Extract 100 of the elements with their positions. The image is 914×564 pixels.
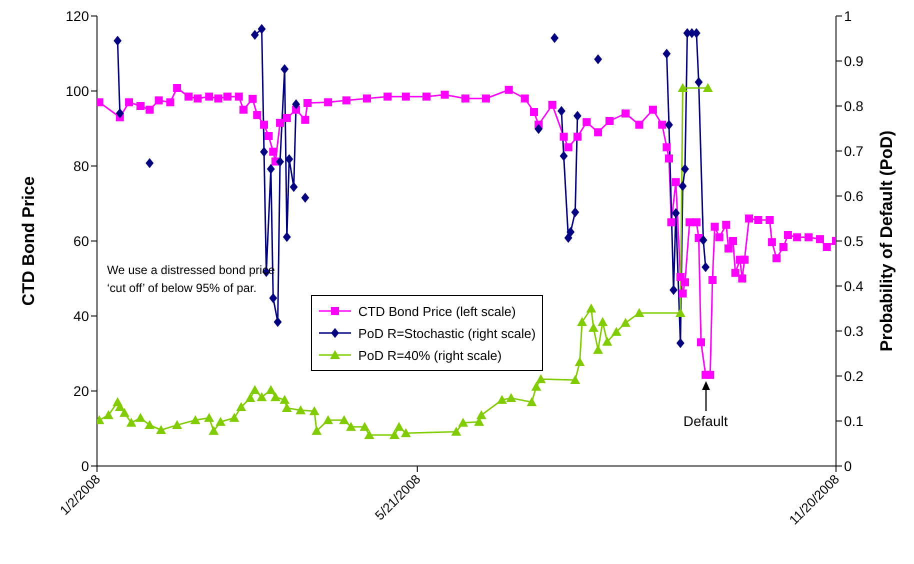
point [611, 326, 622, 336]
point [280, 394, 290, 404]
point [536, 374, 546, 384]
point [550, 33, 559, 44]
y-tick-label: 40 [73, 308, 90, 324]
point [389, 430, 400, 439]
legend-label: PoD R=40% (right scale) [358, 348, 502, 362]
point [570, 375, 580, 384]
point [702, 262, 710, 272]
point [135, 412, 146, 422]
y2-tick-label: 0.6 [844, 188, 864, 204]
point [675, 308, 686, 317]
point [236, 402, 246, 412]
point [678, 181, 687, 192]
point [280, 64, 289, 74]
point [258, 24, 266, 34]
point [564, 232, 572, 243]
point [566, 227, 575, 237]
point [229, 412, 240, 422]
point [458, 418, 468, 427]
y2-tick-label: 0.4 [844, 278, 864, 294]
point [146, 158, 154, 168]
point [292, 99, 300, 110]
point [256, 392, 267, 402]
point [451, 426, 462, 436]
point [274, 317, 282, 327]
point [672, 208, 680, 218]
point [699, 235, 708, 246]
y2-tick-label: 0.9 [844, 52, 864, 69]
point [702, 83, 713, 92]
point [190, 415, 200, 424]
point [586, 304, 596, 312]
point [598, 317, 608, 326]
point [364, 430, 374, 439]
point [119, 408, 130, 417]
y-tick-label: 100 [66, 82, 90, 99]
legend-label: CTD Bond Price (left scale) [358, 304, 516, 318]
point [680, 164, 689, 174]
y-tick-label: 0 [81, 458, 90, 474]
y2-tick-label: 0.3 [844, 322, 864, 339]
point [573, 110, 582, 121]
point [290, 182, 298, 192]
point [245, 393, 256, 402]
point [323, 415, 334, 424]
point [270, 392, 280, 402]
point [346, 422, 356, 431]
point [204, 412, 214, 422]
point [250, 384, 260, 394]
legend-label: PoD R=Stochastic (right scale) [358, 326, 536, 340]
point [126, 418, 136, 427]
point [266, 164, 275, 174]
point [282, 232, 291, 242]
point [476, 410, 486, 420]
point [557, 106, 566, 116]
y2-tick-label: 0.8 [844, 98, 864, 114]
point [360, 422, 370, 431]
point [216, 416, 226, 426]
point [266, 384, 276, 394]
point [156, 425, 166, 434]
point [588, 322, 598, 332]
y-tick-label: 20 [73, 382, 90, 399]
point [670, 285, 678, 296]
point [574, 357, 585, 366]
point [394, 422, 404, 431]
point [312, 426, 322, 435]
y2-tick-label: 0.2 [844, 368, 864, 384]
point [676, 338, 684, 348]
point [250, 30, 259, 40]
y2-tick-label: 1 [844, 8, 852, 24]
point [296, 405, 306, 414]
point [602, 336, 612, 346]
point [269, 293, 278, 304]
point [662, 48, 671, 59]
point [309, 406, 320, 416]
point [172, 420, 182, 430]
point [571, 207, 580, 218]
point [506, 393, 516, 402]
point [678, 83, 688, 92]
point [116, 108, 124, 118]
point [301, 192, 310, 203]
point [664, 120, 673, 130]
point [208, 426, 219, 435]
point [694, 77, 703, 88]
point [534, 124, 543, 134]
annotation: Default [682, 412, 729, 429]
point [620, 318, 631, 327]
point [339, 415, 350, 424]
point [577, 317, 588, 326]
point [114, 36, 122, 46]
point [285, 154, 294, 164]
y2-tick-label: 0.1 [844, 412, 864, 429]
point [634, 308, 644, 317]
y2-tick-label: 0.7 [844, 142, 864, 159]
y-tick-label: 80 [73, 158, 90, 174]
point [144, 420, 155, 430]
y-axis-title: CTD Bond Price [19, 176, 38, 306]
y2-tick-label: 0.5 [844, 232, 864, 249]
y-tick-label: 60 [73, 232, 90, 249]
point [496, 394, 507, 404]
point [594, 54, 602, 64]
